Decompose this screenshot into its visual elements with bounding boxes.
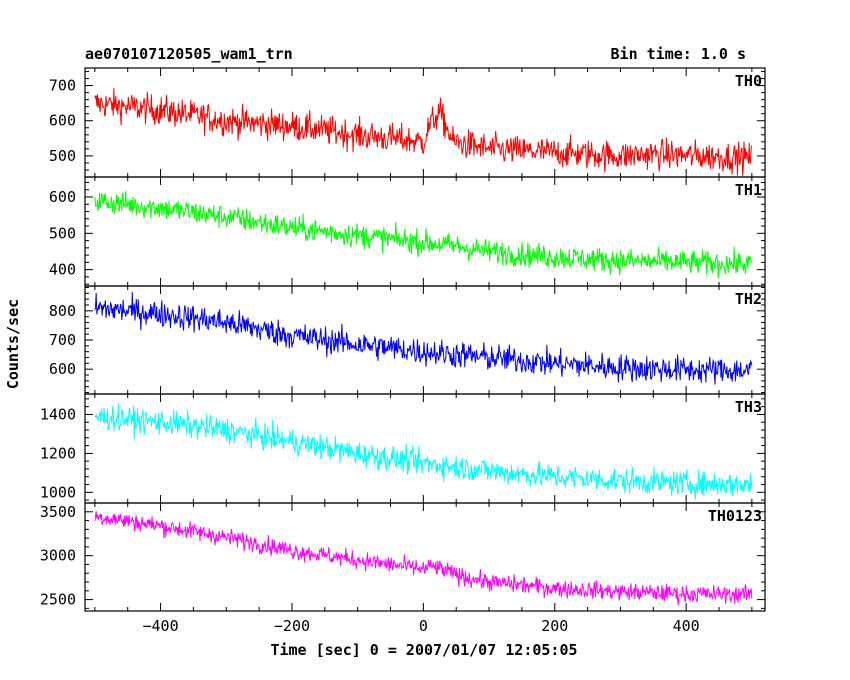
- y-tick-label: 600: [49, 360, 76, 378]
- x-tick-label: −400: [142, 617, 178, 635]
- series-line-th0123: [94, 511, 753, 606]
- chart-subtitle: Bin time: 1.0 s: [611, 45, 746, 63]
- panels-group: 500 600 700 TH0 400 500 600 TH1 600 700 800 TH2 1000…: [40, 67, 766, 612]
- x-tick-label: 0: [419, 617, 428, 635]
- y-tick-label: 3500: [40, 503, 76, 521]
- panel-th1: 400 500 600 TH1: [49, 176, 766, 287]
- series-line-th2: [94, 292, 753, 385]
- panel-th3: 1000 1200 1400 TH3: [40, 393, 766, 504]
- panel-label-th1: TH1: [735, 181, 762, 199]
- panel-th2: 600 700 800 TH2: [49, 285, 766, 395]
- y-tick-label: 1200: [40, 444, 76, 462]
- series-line-th1: [94, 190, 753, 279]
- chart-title: ae070107120505_wam1_trn: [85, 45, 293, 63]
- y-tick-label: 600: [49, 112, 76, 130]
- panel-frame: [84, 502, 766, 612]
- y-tick-label: 700: [49, 331, 76, 349]
- y-tick-label: 700: [49, 77, 76, 95]
- x-tick-label: −200: [274, 617, 310, 635]
- y-tick-label: 1400: [40, 405, 76, 423]
- y-tick-label: 600: [49, 188, 76, 206]
- y-tick-label: 800: [49, 302, 76, 320]
- x-tick-label: 400: [673, 617, 700, 635]
- x-axis-label: Time [sec] 0 = 2007/01/07 12:05:05: [270, 641, 577, 659]
- y-tick-label: 1000: [40, 483, 76, 501]
- x-tick-label: 200: [541, 617, 568, 635]
- panel-label-th0123: TH0123: [708, 507, 762, 525]
- y-tick-label: 400: [49, 261, 76, 279]
- y-tick-label: 500: [49, 224, 76, 242]
- panel-th0123: 2500 3000 3500 TH0123: [40, 502, 766, 612]
- y-tick-label: 3000: [40, 547, 76, 565]
- y-tick-label: 2500: [40, 591, 76, 609]
- panel-label-th2: TH2: [735, 290, 762, 308]
- x-tick-labels: −400 −200 0 200 400: [142, 617, 699, 635]
- y-axis-label: Counts/sec: [4, 299, 22, 389]
- series-line-th0: [94, 88, 753, 176]
- panel-label-th3: TH3: [735, 398, 762, 416]
- y-tick-label: 500: [49, 147, 76, 165]
- series-line-th3: [94, 402, 753, 500]
- panel-label-th0: TH0: [735, 72, 762, 90]
